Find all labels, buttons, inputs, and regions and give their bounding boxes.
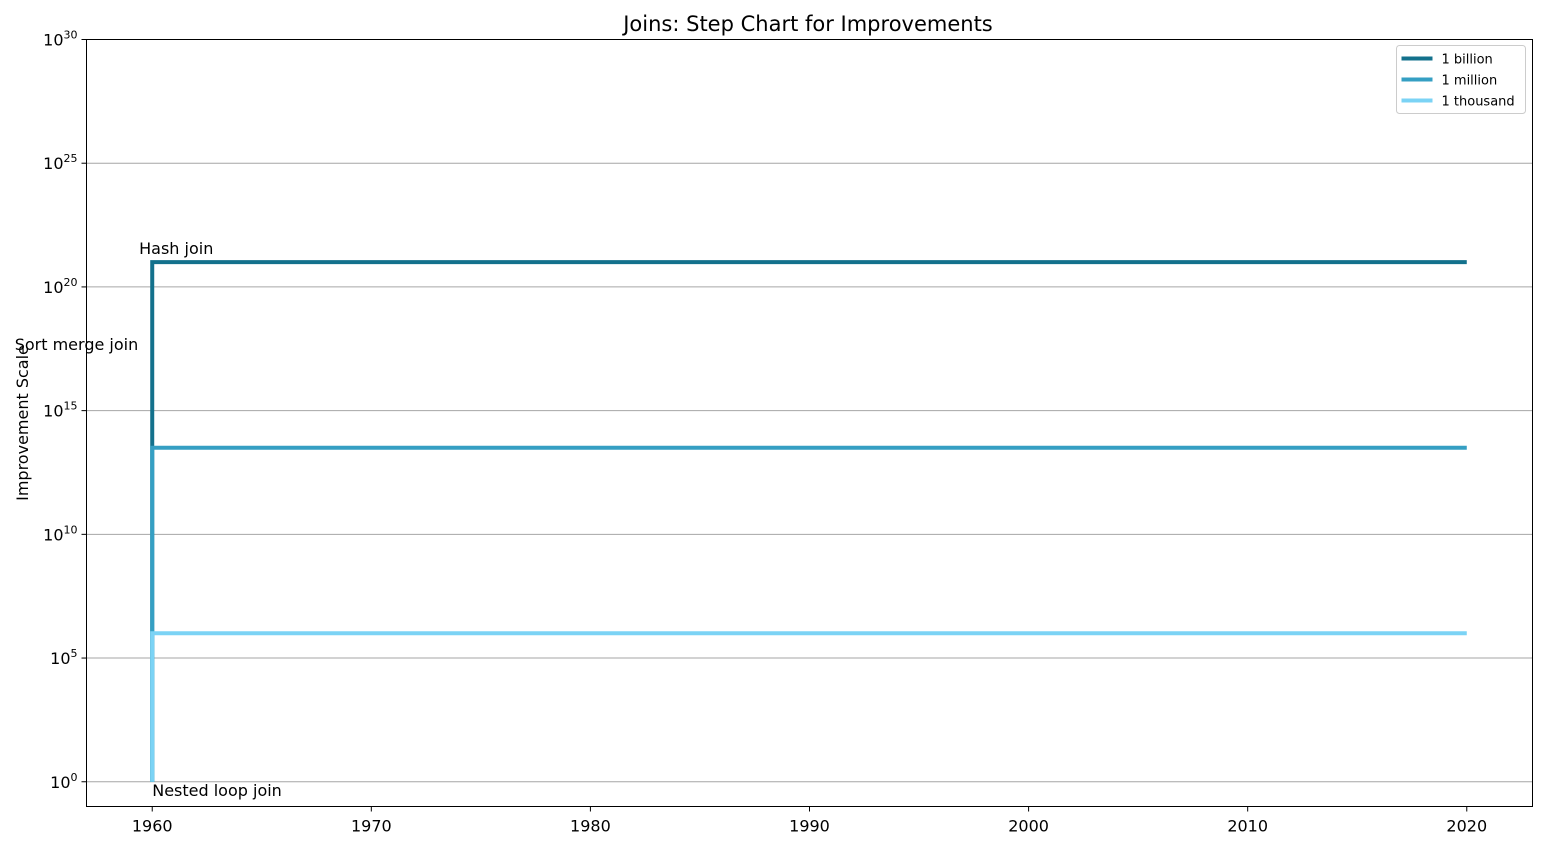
y-tick-label: 105 [50, 647, 77, 668]
y-tick-label: 1030 [43, 29, 77, 50]
series-line-1-million [150, 445, 1467, 782]
x-tick-label: 1990 [789, 817, 830, 836]
annotations: Hash join Sort merge join Nested loop join [15, 239, 282, 800]
chart-title: Joins: Step Chart for Improvements [621, 12, 993, 36]
x-tick-label: 1960 [132, 817, 173, 836]
x-tick-label: 2010 [1227, 817, 1268, 836]
legend-entry: 1 thousand [1442, 95, 1515, 110]
legend-entry: 1 billion [1442, 53, 1493, 68]
annotation-label: Sort merge join [15, 335, 139, 354]
legend-box [1396, 45, 1526, 114]
x-axis-ticks: 1960 1970 1980 1990 2000 2010 2020 [132, 806, 1487, 836]
series-lines [150, 260, 1467, 782]
series-line-1-billion [150, 260, 1467, 782]
y-tick-label: 1020 [43, 276, 77, 297]
y-axis-ticks: 100 105 1010 1015 1020 1025 1030 [43, 29, 87, 792]
annotation-label: Nested loop join [152, 781, 282, 800]
annotation-label: Hash join [139, 239, 213, 258]
y-tick-label: 1015 [43, 400, 77, 421]
legend-entry: 1 million [1442, 74, 1498, 89]
legend: 1 billion 1 million 1 thousand [1396, 45, 1526, 114]
y-tick-label: 1010 [43, 523, 77, 544]
x-tick-label: 2000 [1008, 817, 1049, 836]
grid-lines [86, 39, 1533, 783]
y-axis-label: Improvement Scale [13, 345, 32, 501]
y-tick-label: 100 [50, 771, 77, 792]
x-tick-label: 2020 [1446, 817, 1487, 836]
x-tick-label: 1970 [351, 817, 392, 836]
x-tick-label: 1980 [570, 817, 611, 836]
plot-frame [86, 39, 1533, 807]
series-line-1-thousand [150, 631, 1467, 782]
y-tick-label: 1025 [43, 152, 77, 173]
